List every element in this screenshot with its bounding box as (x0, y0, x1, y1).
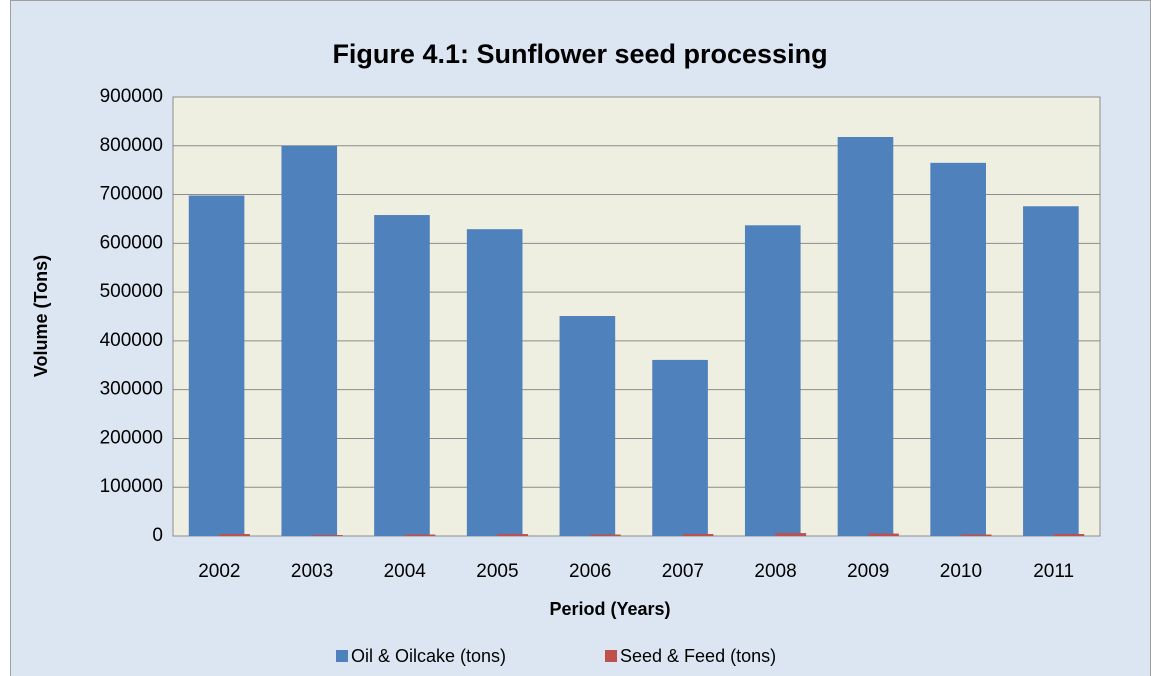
y-tick-label: 400000 (100, 330, 163, 351)
x-axis-title: Period (Years) (549, 599, 670, 619)
bar (404, 534, 436, 536)
y-tick-label: 300000 (100, 379, 163, 400)
x-tick-label: 2007 (662, 561, 704, 582)
y-tick-label: 0 (152, 525, 163, 546)
bar (374, 215, 430, 536)
legend-swatch (336, 650, 348, 662)
y-tick-label: 700000 (100, 184, 163, 205)
bar (312, 535, 343, 536)
y-tick-label: 800000 (100, 135, 163, 156)
y-axis-title: Volume (Tons) (31, 255, 51, 377)
bar (559, 316, 616, 536)
y-tick-label: 900000 (100, 86, 163, 107)
chart-title: Figure 4.1: Sunflower seed processing (332, 39, 827, 69)
x-tick-label: 2010 (940, 561, 982, 582)
x-tick-label: 2011 (1033, 561, 1074, 582)
legend-swatch (605, 650, 617, 662)
legend-label: Seed & Feed (tons) (620, 646, 776, 666)
y-tick-label: 500000 (100, 281, 163, 302)
x-tick-label: 2006 (569, 561, 611, 582)
bar (837, 136, 894, 536)
bar (930, 162, 986, 536)
bar (497, 534, 529, 536)
bar (868, 533, 899, 536)
bar (775, 533, 807, 536)
bar (188, 195, 245, 536)
bar (1023, 206, 1079, 537)
bar (281, 145, 338, 536)
bar (466, 229, 523, 536)
bar (1053, 534, 1085, 536)
x-tick-label: 2004 (384, 561, 427, 582)
x-tick-label: 2008 (754, 561, 796, 582)
bar (219, 534, 250, 536)
x-tick-label: 2002 (198, 561, 240, 582)
y-tick-label: 200000 (100, 427, 163, 448)
legend-label: Oil & Oilcake (tons) (351, 646, 506, 666)
bar (682, 534, 714, 536)
bar (744, 225, 801, 536)
x-tick-label: 2003 (291, 561, 333, 582)
bar (590, 534, 621, 536)
x-tick-label: 2005 (476, 561, 518, 582)
x-tick-label: 2009 (847, 561, 889, 582)
bar (652, 359, 708, 536)
y-tick-label: 600000 (100, 232, 163, 253)
y-tick-label: 100000 (100, 476, 163, 497)
bar (960, 534, 992, 536)
